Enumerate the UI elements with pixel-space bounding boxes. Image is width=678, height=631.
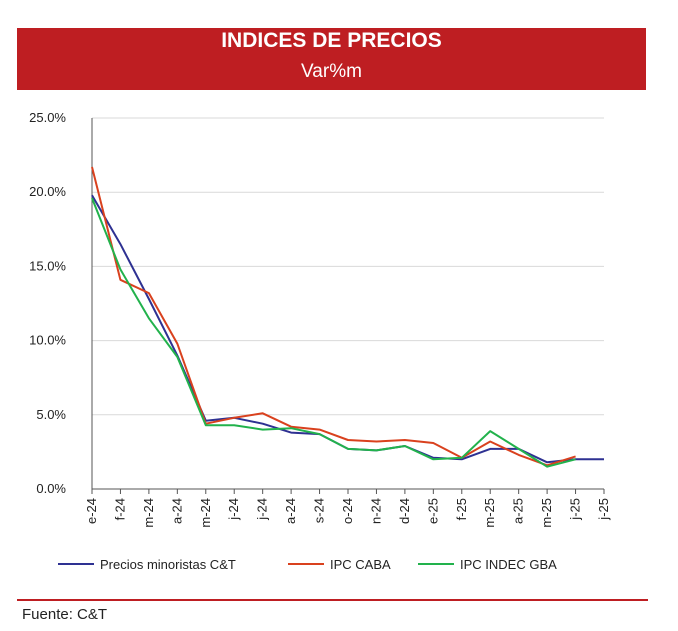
chart-header-banner: INDICES DE PRECIOS Var%m <box>17 28 646 90</box>
x-tick-label: m-24 <box>141 498 156 528</box>
x-tick-label: m-25 <box>539 498 554 528</box>
x-tick-label: e-24 <box>84 498 99 524</box>
x-tick-label: e-25 <box>425 498 440 524</box>
x-tick-label: j-24 <box>255 498 270 521</box>
series-line-3 <box>91 197 576 468</box>
y-tick-label: 0.0% <box>36 481 66 496</box>
x-tick-label: j-25 <box>596 498 611 521</box>
legend-label: IPC INDEC GBA <box>460 557 557 572</box>
legend-label: Precios minoristas C&T <box>100 557 236 572</box>
x-tick-label: a-25 <box>511 498 526 524</box>
x-tick-label: d-24 <box>397 498 412 524</box>
source-note: Fuente: C&T <box>22 606 108 623</box>
x-tick-label: s-24 <box>312 498 327 523</box>
x-tick-label: j-24 <box>226 498 241 521</box>
x-tick-label: m-24 <box>198 498 213 528</box>
x-tick-label: o-24 <box>340 498 355 524</box>
series-line-2 <box>91 166 576 467</box>
x-tick-label: a-24 <box>283 498 298 524</box>
x-tick-label: f-24 <box>112 498 127 520</box>
bottom-divider <box>17 599 648 601</box>
y-tick-label: 5.0% <box>36 407 66 422</box>
line-chart: 0.0% 5.0% 10.0% 15.0% 20.0% 25.0% e-24 f-24 m-24… <box>29 110 611 572</box>
x-tick-label: a-24 <box>169 498 184 524</box>
x-tick-label: f-25 <box>454 498 469 520</box>
x-tick-label: j-25 <box>568 498 583 521</box>
chart-subtitle: Var%m <box>301 61 362 82</box>
y-tick-label: 20.0% <box>29 184 66 199</box>
x-tick-label: m-25 <box>482 498 497 528</box>
x-tick-label: n-24 <box>368 498 383 524</box>
y-tick-label: 15.0% <box>29 258 66 273</box>
y-tick-label: 10.0% <box>29 333 66 348</box>
y-tick-label: 25.0% <box>29 110 66 125</box>
legend-label: IPC CABA <box>330 557 391 572</box>
chart-title: INDICES DE PRECIOS <box>221 29 442 52</box>
